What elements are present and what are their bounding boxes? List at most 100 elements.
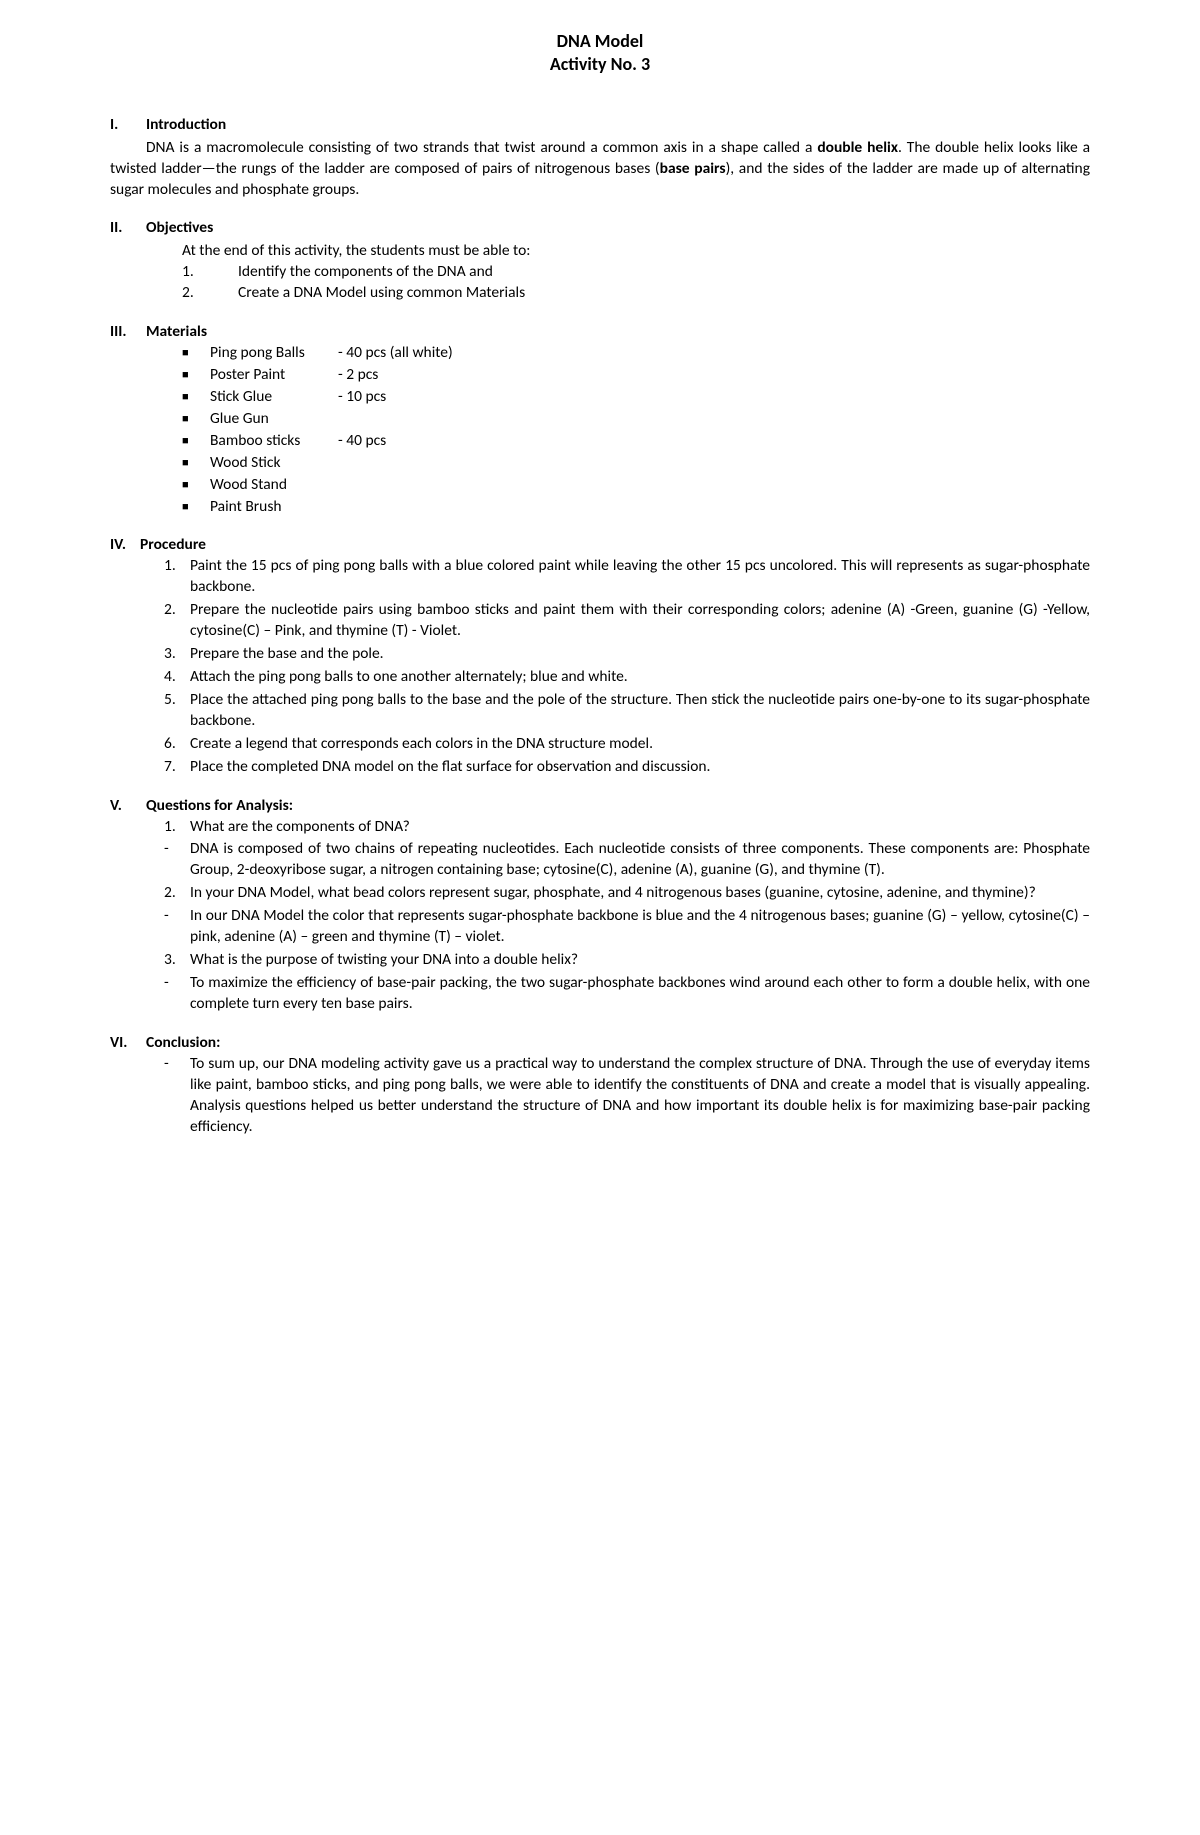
square-bullet-icon: ■ [182,475,210,496]
answer-text: DNA is composed of two chains of repeati… [190,839,1090,881]
heading-text: Conclusion: [146,1033,220,1054]
answer-text: To maximize the efficiency of base-pair … [190,973,1090,1015]
roman-numeral: III. [110,322,146,343]
item-text: Place the attached ping pong balls to th… [190,690,1090,732]
section-procedure: IV. Procedure 1.Paint the 15 pcs of ping… [110,535,1090,777]
list-item: ■Wood Stick [182,453,1090,474]
section-questions: V. Questions for Analysis: 1.What are th… [110,796,1090,1015]
section-heading: I. Introduction [110,115,1090,136]
intro-paragraph: DNA is a macromolecule consisting of two… [110,138,1090,201]
item-text: Wood Stand [210,475,338,496]
square-bullet-icon: ■ [182,387,210,408]
item-number: 1. [182,262,238,283]
item-number: 1. [164,556,190,598]
list-item: 1.Paint the 15 pcs of ping pong balls wi… [164,556,1090,598]
question-text: What is the purpose of twisting your DNA… [190,950,1090,971]
answer-item: -In our DNA Model the color that represe… [164,906,1090,948]
roman-numeral: I. [110,115,146,136]
conclusion-item: - To sum up, our DNA modeling activity g… [164,1054,1090,1138]
question-item: 1.What are the components of DNA? [164,817,1090,838]
question-text: In your DNA Model, what bead colors repr… [190,883,1090,904]
square-bullet-icon: ■ [182,453,210,474]
item-text: Prepare the base and the pole. [190,644,1090,665]
roman-numeral: IV. [110,535,140,556]
list-item: 5.Place the attached ping pong balls to … [164,690,1090,732]
list-item: ■Paint Brush [182,497,1090,518]
section-heading: III. Materials [110,322,1090,343]
square-bullet-icon: ■ [182,409,210,430]
procedure-list: 1.Paint the 15 pcs of ping pong balls wi… [110,556,1090,777]
list-item: ■Stick Glue- 10 pcs [182,387,1090,408]
heading-text: Questions for Analysis: [146,796,293,817]
question-item: 2.In your DNA Model, what bead colors re… [164,883,1090,904]
materials-list: ■Ping pong Balls- 40 pcs (all white)■Pos… [110,343,1090,517]
item-text: Place the completed DNA model on the fla… [190,757,1090,778]
item-number: 1. [164,817,190,838]
square-bullet-icon: ■ [182,497,210,518]
list-item: 2.Prepare the nucleotide pairs using bam… [164,600,1090,642]
section-heading: V. Questions for Analysis: [110,796,1090,817]
conclusion-body: - To sum up, our DNA modeling activity g… [110,1054,1090,1138]
section-heading: II. Objectives [110,218,1090,239]
heading-text: Objectives [146,218,213,239]
list-item: 2.Create a DNA Model using common Materi… [182,283,1090,304]
item-text: Paint the 15 pcs of ping pong balls with… [190,556,1090,598]
item-text: Poster Paint- 2 pcs [210,365,378,386]
list-item: ■Glue Gun [182,409,1090,430]
item-text: Ping pong Balls- 40 pcs (all white) [210,343,453,364]
item-number: 3. [164,950,190,971]
answer-item: -To maximize the efficiency of base-pair… [164,973,1090,1015]
conclusion-text: To sum up, our DNA modeling activity gav… [190,1054,1090,1138]
item-text: Prepare the nucleotide pairs using bambo… [190,600,1090,642]
item-text: Bamboo sticks- 40 pcs [210,431,386,452]
list-item: 1.Identify the components of the DNA and [182,262,1090,283]
item-text: Create a DNA Model using common Material… [238,283,525,304]
heading-text: Materials [146,322,207,343]
dash-bullet: - [164,1054,190,1138]
roman-numeral: VI. [110,1033,146,1054]
item-text: Stick Glue- 10 pcs [210,387,386,408]
question-text: What are the components of DNA? [190,817,1090,838]
list-item: 7.Place the completed DNA model on the f… [164,757,1090,778]
section-heading: VI. Conclusion: [110,1033,1090,1054]
item-number: 2. [182,283,238,304]
section-materials: III. Materials ■Ping pong Balls- 40 pcs … [110,322,1090,517]
intro-bold-1: double helix [817,138,898,157]
section-introduction: I. Introduction DNA is a macromolecule c… [110,115,1090,201]
heading-text: Procedure [140,535,206,556]
item-text: Identify the components of the DNA and [238,262,493,283]
list-item: 3.Prepare the base and the pole. [164,644,1090,665]
item-number: 4. [164,667,190,688]
objectives-intro: At the end of this activity, the student… [110,241,1090,262]
section-objectives: II. Objectives At the end of this activi… [110,218,1090,304]
roman-numeral: V. [110,796,146,817]
list-item: ■Poster Paint- 2 pcs [182,365,1090,386]
list-item: 4.Attach the ping pong balls to one anot… [164,667,1090,688]
dash-bullet: - [164,906,190,948]
dash-bullet: - [164,973,190,1015]
objectives-list: 1.Identify the components of the DNA and… [110,262,1090,304]
answer-text: In our DNA Model the color that represen… [190,906,1090,948]
dash-bullet: - [164,839,190,881]
item-number: 3. [164,644,190,665]
item-number: 2. [164,600,190,642]
item-text: Create a legend that corresponds each co… [190,734,1090,755]
section-heading: IV. Procedure [110,535,1090,556]
item-number: 5. [164,690,190,732]
answer-item: -DNA is composed of two chains of repeat… [164,839,1090,881]
list-item: 6.Create a legend that corresponds each … [164,734,1090,755]
roman-numeral: II. [110,218,146,239]
heading-text: Introduction [146,115,226,136]
item-number: 6. [164,734,190,755]
question-item: 3.What is the purpose of twisting your D… [164,950,1090,971]
item-number: 7. [164,757,190,778]
item-number: 2. [164,883,190,904]
title-block: DNA Model Activity No. 3 [110,30,1090,77]
intro-bold-2: base pairs [660,159,726,178]
item-text: Attach the ping pong balls to one anothe… [190,667,1090,688]
square-bullet-icon: ■ [182,343,210,364]
list-item: ■Bamboo sticks- 40 pcs [182,431,1090,452]
item-text: Wood Stick [210,453,338,474]
square-bullet-icon: ■ [182,365,210,386]
square-bullet-icon: ■ [182,431,210,452]
